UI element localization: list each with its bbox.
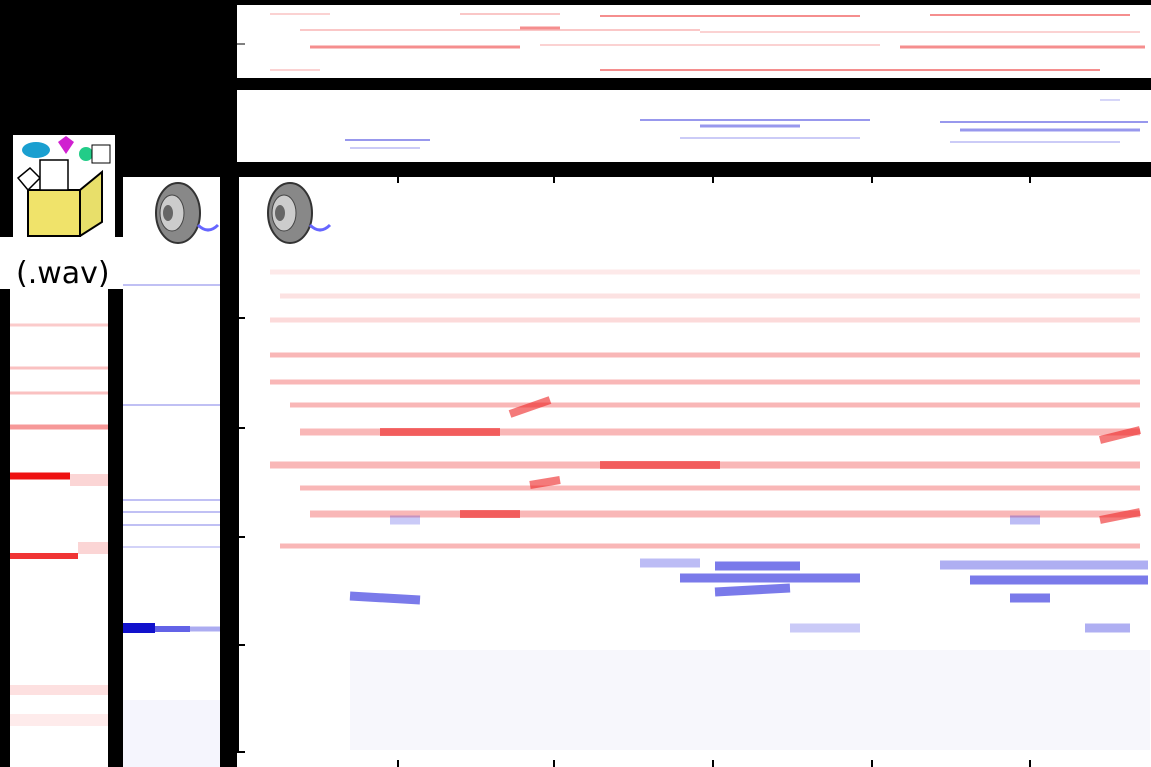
blue-basis [123,265,220,767]
icon-label: (.wav) [16,256,110,291]
red-activation-panel [237,5,1151,78]
spectrogram [237,175,1151,767]
blue-activation-panel [237,90,1151,162]
speaker-icon [123,177,220,265]
red-basis: (.wav) [0,237,123,767]
speaker-icon [267,182,332,244]
wav-file-icon [13,135,115,237]
